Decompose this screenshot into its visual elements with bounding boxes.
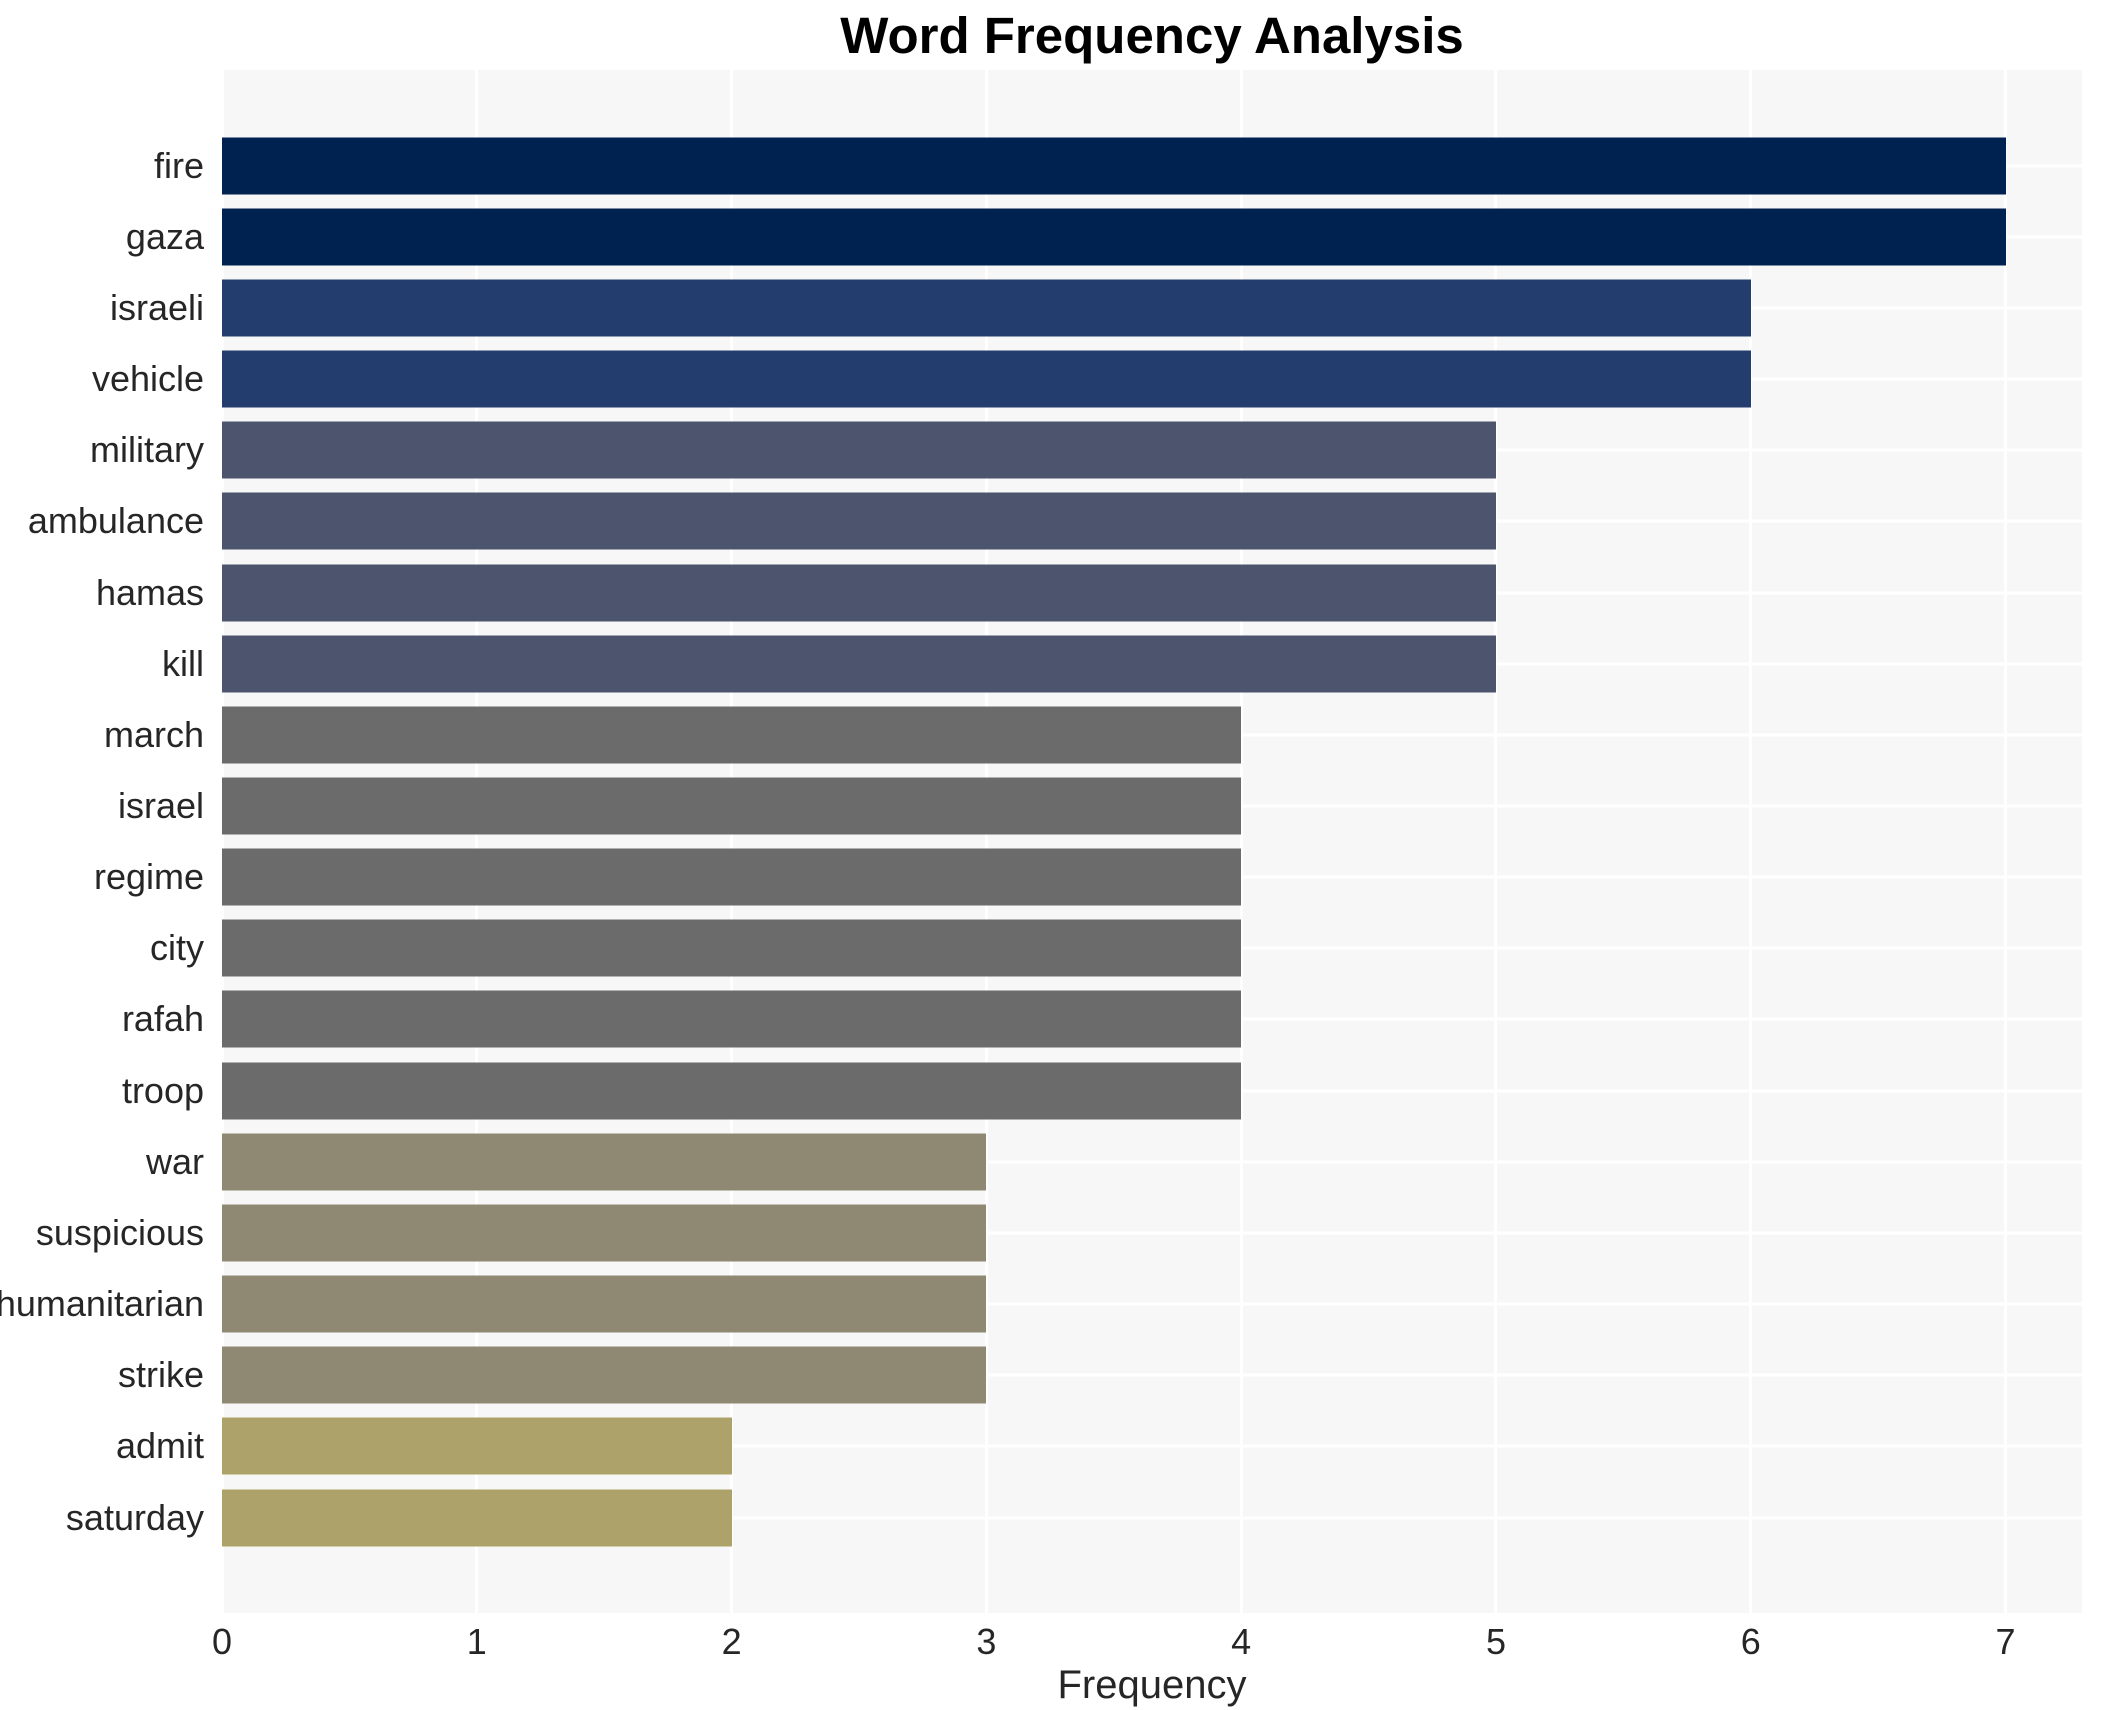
bar-row: suspicious	[36, 1197, 2082, 1268]
bar-row: ambulance	[28, 486, 2082, 557]
vertical-gridline	[2004, 70, 2008, 1613]
vertical-gridline	[1239, 70, 1243, 1613]
bar-row: military	[90, 415, 2082, 486]
x-tick-label: 5	[1485, 1621, 1506, 1662]
category-label: fire	[153, 144, 204, 186]
frequency-bar	[222, 279, 1751, 337]
vertical-gridline	[220, 70, 224, 1613]
x-tick-label: 0	[211, 1621, 233, 1662]
frequency-bar	[222, 1275, 987, 1333]
category-label: hamas	[95, 571, 204, 613]
x-tick-label: 2	[721, 1621, 742, 1662]
frequency-bar	[222, 990, 1242, 1048]
bar-row: admit	[116, 1411, 2082, 1482]
frequency-bar	[222, 564, 1496, 622]
bar-row: vehicle	[92, 343, 2082, 414]
bar-row: march	[104, 699, 2082, 770]
bar-row: israel	[118, 770, 2082, 841]
category-label: strike	[117, 1354, 204, 1396]
bar-row: war	[146, 1126, 2082, 1197]
frequency-bar	[222, 706, 1242, 764]
vertical-gridline	[1494, 70, 1498, 1613]
bar-row: rafah	[122, 984, 2082, 1055]
vertical-gridline	[730, 70, 734, 1613]
x-tick-label: 7	[1995, 1621, 2016, 1662]
horizontal-gridline	[222, 1373, 2082, 1377]
bar-row: hamas	[96, 557, 2082, 628]
frequency-bar	[222, 421, 1496, 479]
horizontal-gridline	[222, 1231, 2082, 1235]
x-tick-label: 3	[976, 1621, 997, 1662]
frequency-bar	[222, 492, 1496, 550]
vertical-gridline	[984, 70, 988, 1613]
vertical-gridline	[1749, 70, 1753, 1613]
x-tick-label: 4	[1231, 1621, 1252, 1662]
category-label: kill	[162, 642, 204, 684]
frequency-bar	[222, 1489, 732, 1547]
horizontal-gridline	[222, 1444, 2082, 1448]
bar-row: fire	[154, 130, 2082, 201]
category-label: israel	[117, 784, 204, 826]
bar-row: strike	[118, 1340, 2082, 1411]
category-label: war	[145, 1140, 204, 1182]
bar-row: saturday	[66, 1482, 2082, 1553]
bar-rows: fire gaza israeli vehicle military ambulance h…	[0, 70, 2082, 1613]
category-label: rafah	[121, 998, 204, 1040]
horizontal-gridline	[222, 1516, 2082, 1520]
x-axis-label: Frequency	[1057, 1663, 1247, 1707]
category-label: march	[103, 713, 204, 755]
category-label: suspicious	[35, 1211, 204, 1253]
bar-row: regime	[94, 842, 2082, 913]
frequency-bar	[222, 848, 1242, 906]
x-axis-ticks: 0 1 2 3 4 5 6 7	[212, 1621, 2082, 1667]
category-label: regime	[93, 856, 204, 898]
chart-title: Word Frequency Analysis	[840, 7, 1464, 64]
bar-row: gaza	[126, 201, 2082, 272]
bar-row: israeli	[110, 272, 2082, 343]
frequency-bar	[222, 1204, 987, 1262]
x-tick-label: 6	[1740, 1621, 1761, 1662]
frequency-bar	[222, 208, 2006, 266]
frequency-bar	[222, 350, 1751, 408]
category-label: ambulance	[27, 500, 204, 542]
plot-area: fire gaza israeli vehicle military ambulance h…	[0, 70, 2082, 1613]
bar-row: humanitarian	[0, 1269, 2082, 1340]
frequency-bar	[222, 1417, 732, 1475]
category-label: israeli	[109, 286, 204, 328]
frequency-bar	[222, 919, 1242, 977]
category-label: gaza	[125, 215, 204, 257]
bar-row: troop	[122, 1055, 2082, 1126]
category-label: humanitarian	[0, 1283, 204, 1325]
category-label: troop	[121, 1069, 204, 1111]
horizontal-gridline	[222, 1302, 2082, 1306]
horizontal-gridline	[222, 1160, 2082, 1164]
frequency-bar	[222, 1346, 987, 1404]
frequency-bar	[222, 635, 1496, 693]
category-label: admit	[115, 1425, 204, 1467]
category-label: saturday	[65, 1496, 204, 1538]
category-label: city	[150, 927, 204, 969]
frequency-bar	[222, 777, 1242, 835]
frequency-bar	[222, 137, 2006, 195]
frequency-bar	[222, 1062, 1242, 1120]
category-label: military	[90, 429, 204, 471]
vertical-gridline	[475, 70, 479, 1613]
bar-row: kill	[162, 628, 2082, 699]
frequency-bar	[222, 1133, 987, 1191]
bar-row: city	[150, 913, 2082, 984]
category-label: vehicle	[91, 358, 204, 400]
x-tick-label: 1	[466, 1621, 487, 1662]
